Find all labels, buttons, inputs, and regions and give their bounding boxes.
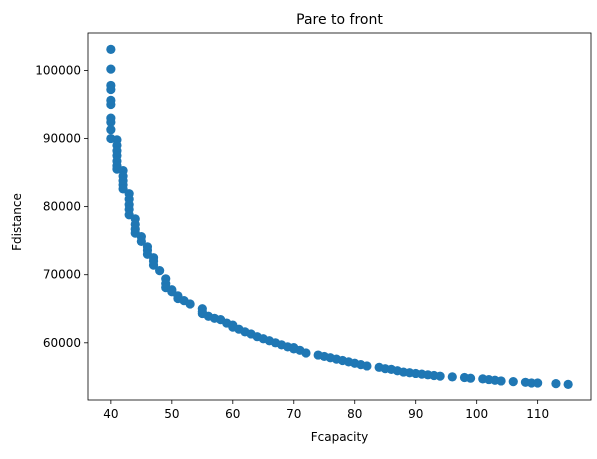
y-tick-label: 70000 <box>43 268 81 282</box>
data-point <box>185 299 195 309</box>
y-tick-label: 80000 <box>43 200 81 214</box>
data-point <box>155 266 165 276</box>
data-point <box>447 372 457 382</box>
data-point <box>136 236 146 246</box>
data-point <box>362 361 372 371</box>
x-tick-label: 50 <box>164 407 179 421</box>
data-point <box>533 378 543 388</box>
data-point <box>563 379 573 389</box>
x-axis: 40 50 60 70 80 90 100 110 <box>103 400 549 421</box>
x-tick-label: 70 <box>286 407 301 421</box>
data-point <box>106 117 116 127</box>
plot-frame <box>87 32 592 401</box>
data-point <box>106 125 116 135</box>
x-axis-title: Fcapacity <box>311 430 369 444</box>
y-tick-label: 90000 <box>43 132 81 146</box>
x-tick-label: 90 <box>408 407 423 421</box>
data-point <box>148 260 159 270</box>
x-tick-label: 60 <box>225 407 240 421</box>
y-tick-label: 60000 <box>43 336 81 350</box>
data-point <box>106 99 116 110</box>
data-point <box>106 64 116 74</box>
data-point <box>551 379 561 389</box>
data-point <box>508 377 518 387</box>
data-point <box>465 373 476 383</box>
y-axis-title: Fdistance <box>10 193 24 251</box>
data-point <box>301 348 311 358</box>
data-point <box>435 371 445 381</box>
x-tick-label: 40 <box>103 407 118 421</box>
y-axis: 60000 70000 80000 90000 100000 <box>35 63 88 350</box>
x-tick-label: 110 <box>526 407 549 421</box>
data-point <box>496 376 506 386</box>
x-tick-label: 80 <box>347 407 362 421</box>
plot-area <box>106 44 573 389</box>
data-point <box>106 84 116 95</box>
chart-title: Pare to front <box>296 12 383 28</box>
data-point <box>106 44 116 54</box>
y-tick-label: 100000 <box>35 63 81 77</box>
x-tick-label: 100 <box>465 407 488 421</box>
